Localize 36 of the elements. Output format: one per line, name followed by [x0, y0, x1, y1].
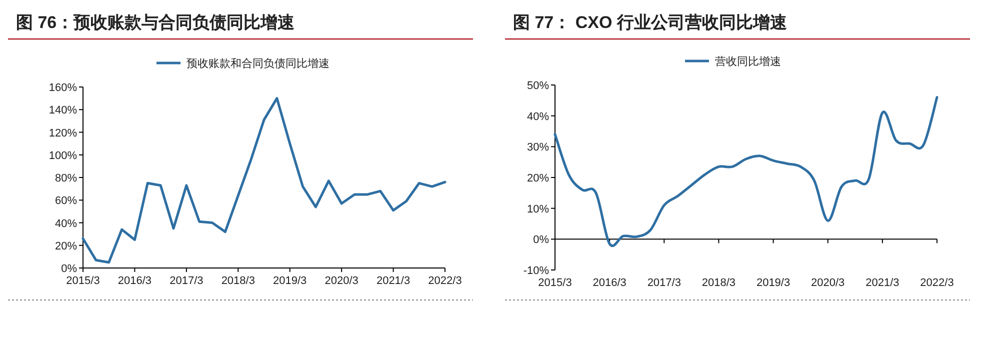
x-tick-label: 2021/3: [376, 275, 410, 287]
y-tick-label: 20%: [54, 240, 78, 252]
y-tick-label: 60%: [54, 195, 78, 208]
y-tick-label: 160%: [48, 82, 78, 94]
y-tick-label: 120%: [48, 127, 78, 140]
x-tick-label: 2022/3: [428, 275, 462, 287]
y-tick-label: 40%: [54, 218, 78, 230]
x-tick-label: 2020/3: [324, 275, 358, 287]
y-tick-label: 30%: [526, 142, 550, 154]
x-tick-label: 2018/3: [221, 275, 255, 287]
y-tick-label: 0%: [61, 263, 78, 275]
x-tick-label: 2020/3: [811, 277, 845, 289]
x-tick-label: 2019/3: [756, 277, 790, 289]
x-tick-label: 2015/3: [66, 275, 100, 287]
y-tick-label: 10%: [526, 203, 550, 216]
x-tick-label: 2016/3: [118, 275, 152, 287]
y-tick-label: 140%: [48, 104, 78, 117]
x-tick-label: 2019/3: [273, 275, 307, 287]
x-tick-label: 2016/3: [592, 277, 626, 289]
x-tick-label: 2017/3: [170, 275, 204, 287]
y-tick-label: 0%: [533, 234, 550, 246]
y-tick-label: -10%: [523, 265, 550, 277]
y-tick-label: 20%: [526, 172, 550, 184]
x-tick-label: 2015/3: [538, 277, 572, 289]
y-tick-label: 80%: [54, 172, 78, 184]
x-tick-label: 2017/3: [647, 277, 681, 289]
legend-label: 预收账款和合同负债同比增速: [186, 57, 330, 70]
y-tick-label: 50%: [526, 80, 550, 92]
x-tick-label: 2018/3: [702, 277, 736, 289]
x-tick-label: 2022/3: [920, 277, 954, 289]
y-tick-label: 100%: [48, 150, 78, 162]
legend-label: 营收同比增速: [715, 55, 781, 68]
chart-title: 图 77： CXO 行业公司营收同比增速: [513, 13, 787, 32]
chart-title: 图 76：预收账款与合同负债同比增速: [16, 13, 295, 32]
x-tick-label: 2021/3: [866, 277, 900, 289]
y-tick-label: 40%: [526, 110, 550, 123]
